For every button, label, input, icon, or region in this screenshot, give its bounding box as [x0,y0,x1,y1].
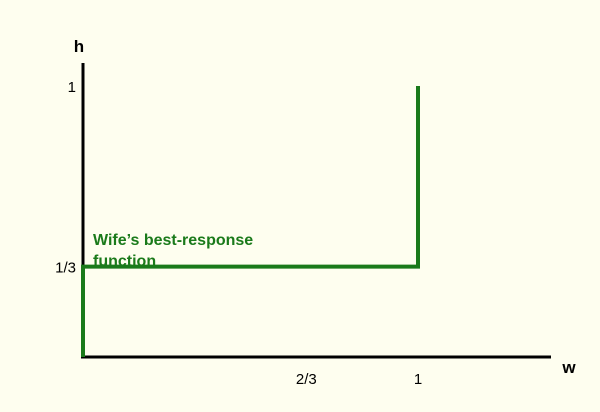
annotations: Wife’s best-response function [93,232,253,270]
y-tick-label: 1/3 [55,260,76,277]
annotation-line: Wife’s best-response [93,232,253,249]
axes: h w [74,37,577,377]
x-tick-label: 2/3 [296,371,317,388]
annotation-line: function [93,253,156,270]
best-response-line [81,86,420,357]
y-axis-title: h [74,37,84,56]
series-lines [81,86,420,357]
x-axis-title: w [561,358,576,377]
x-tick-label: 1 [414,371,422,388]
tick-labels: 2/3 1 1/3 1 [55,79,422,388]
y-tick-label: 1 [68,79,76,96]
